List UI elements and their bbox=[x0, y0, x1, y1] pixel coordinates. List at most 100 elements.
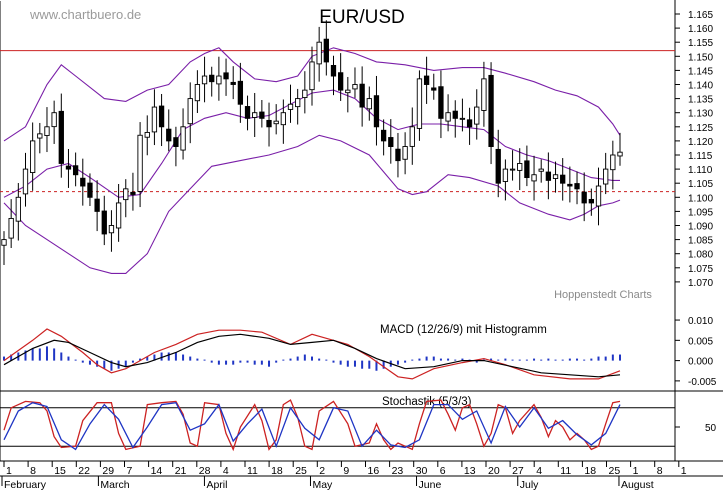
candle bbox=[330, 55, 337, 96]
candle bbox=[259, 99, 265, 128]
price-y-tick-label: 1.140 bbox=[688, 81, 713, 92]
candle bbox=[445, 94, 451, 132]
candle bbox=[216, 56, 222, 101]
candle bbox=[1, 231, 7, 265]
x-month-label: April bbox=[206, 479, 227, 491]
candle bbox=[603, 152, 609, 195]
candle bbox=[545, 152, 552, 200]
candle bbox=[115, 184, 122, 242]
x-day-tick-label: 16 bbox=[368, 465, 380, 477]
price-y-tick-label: 1.070 bbox=[688, 278, 713, 289]
candle bbox=[22, 152, 29, 207]
candle bbox=[617, 132, 623, 166]
candle bbox=[488, 62, 494, 165]
candle bbox=[80, 158, 86, 206]
candle bbox=[173, 126, 179, 167]
candle bbox=[474, 89, 480, 140]
candle bbox=[373, 75, 380, 146]
candle bbox=[588, 188, 594, 216]
candle bbox=[531, 155, 537, 201]
macd-y-tick-label: -0.005 bbox=[688, 377, 717, 388]
price-y-tick-label: 1.155 bbox=[688, 38, 713, 49]
stoch-d-line bbox=[3, 401, 621, 451]
price-y-tick-label: 1.145 bbox=[688, 66, 713, 77]
stoch-y-tick-label: 50 bbox=[705, 423, 717, 434]
x-month-label: March bbox=[100, 479, 129, 491]
price-y-tick-label: 1.135 bbox=[688, 95, 713, 106]
candle bbox=[581, 172, 587, 222]
candle bbox=[65, 149, 72, 188]
bollinger-bands bbox=[3, 47, 621, 274]
price-y-tick-label: 1.110 bbox=[688, 165, 713, 176]
macd-line bbox=[3, 328, 621, 380]
price-reference-lines bbox=[0, 50, 675, 193]
x-month-label: August bbox=[621, 479, 654, 491]
x-day-tick-label: 4 bbox=[536, 465, 542, 477]
x-day-tick-label: 6 bbox=[440, 465, 446, 477]
x-day-tick-label: 4 bbox=[223, 465, 229, 477]
x-month-label: June bbox=[419, 479, 442, 491]
price-y-tick-label: 1.160 bbox=[688, 24, 713, 35]
candle bbox=[345, 76, 351, 113]
x-day-tick-label: 13 bbox=[464, 465, 476, 477]
stoch-y-axis: 50 bbox=[675, 423, 717, 434]
x-day-tick-label: 22 bbox=[78, 465, 90, 477]
candle bbox=[158, 93, 165, 147]
candle bbox=[87, 173, 93, 206]
x-day-tick-label: 28 bbox=[199, 465, 211, 477]
candle bbox=[302, 71, 308, 114]
candle bbox=[130, 172, 136, 211]
macd-y-tick-label: 0.000 bbox=[688, 357, 713, 368]
x-month-label: July bbox=[520, 479, 539, 491]
candle bbox=[402, 132, 408, 175]
x-day-tick-label: 8 bbox=[657, 465, 663, 477]
x-day-tick-label: 11 bbox=[560, 465, 571, 477]
candle bbox=[452, 100, 458, 138]
price-y-tick-label: 1.150 bbox=[688, 52, 713, 63]
price-y-tick-label: 1.165 bbox=[688, 10, 713, 21]
candle bbox=[44, 107, 50, 153]
candle bbox=[338, 53, 344, 101]
x-day-tick-label: 23 bbox=[392, 465, 404, 477]
x-day-tick-label: 27 bbox=[512, 465, 524, 477]
candle bbox=[359, 66, 365, 127]
candle bbox=[137, 122, 143, 208]
candle bbox=[610, 140, 616, 190]
price-y-tick-label: 1.120 bbox=[688, 137, 713, 148]
candle bbox=[144, 115, 150, 156]
chart-title: EUR/USD bbox=[319, 7, 405, 28]
x-day-tick-label: 30 bbox=[416, 465, 428, 477]
x-day-tick-label: 2 bbox=[319, 465, 325, 477]
candle bbox=[280, 99, 286, 144]
candle bbox=[295, 88, 301, 125]
candle bbox=[72, 152, 79, 187]
x-day-tick-label: 9 bbox=[343, 465, 349, 477]
candle bbox=[352, 67, 358, 98]
candle bbox=[209, 66, 215, 97]
x-day-tick-label: 1 bbox=[681, 465, 687, 477]
candle bbox=[552, 161, 559, 193]
candle bbox=[366, 86, 372, 121]
x-day-tick-label: 25 bbox=[295, 465, 307, 477]
candle bbox=[316, 26, 322, 82]
macd-y-axis: 0.010 0.005 0.000 -0.005 bbox=[675, 316, 717, 388]
bollinger-lower-band bbox=[3, 134, 621, 274]
candle bbox=[8, 199, 14, 249]
x-day-tick-label: 18 bbox=[584, 465, 596, 477]
candle bbox=[517, 148, 523, 191]
candle bbox=[388, 119, 394, 164]
candle bbox=[431, 73, 437, 100]
macd-y-tick-label: 0.005 bbox=[688, 336, 713, 347]
candle bbox=[30, 122, 36, 191]
candle bbox=[58, 93, 64, 178]
x-day-tick-label: 29 bbox=[102, 465, 114, 477]
stoch-lines bbox=[3, 399, 621, 452]
macd-signal-line bbox=[3, 333, 621, 378]
candle bbox=[37, 122, 43, 154]
candle bbox=[187, 82, 193, 144]
price-y-tick-label: 1.125 bbox=[688, 123, 713, 134]
macd-lines bbox=[3, 328, 621, 380]
